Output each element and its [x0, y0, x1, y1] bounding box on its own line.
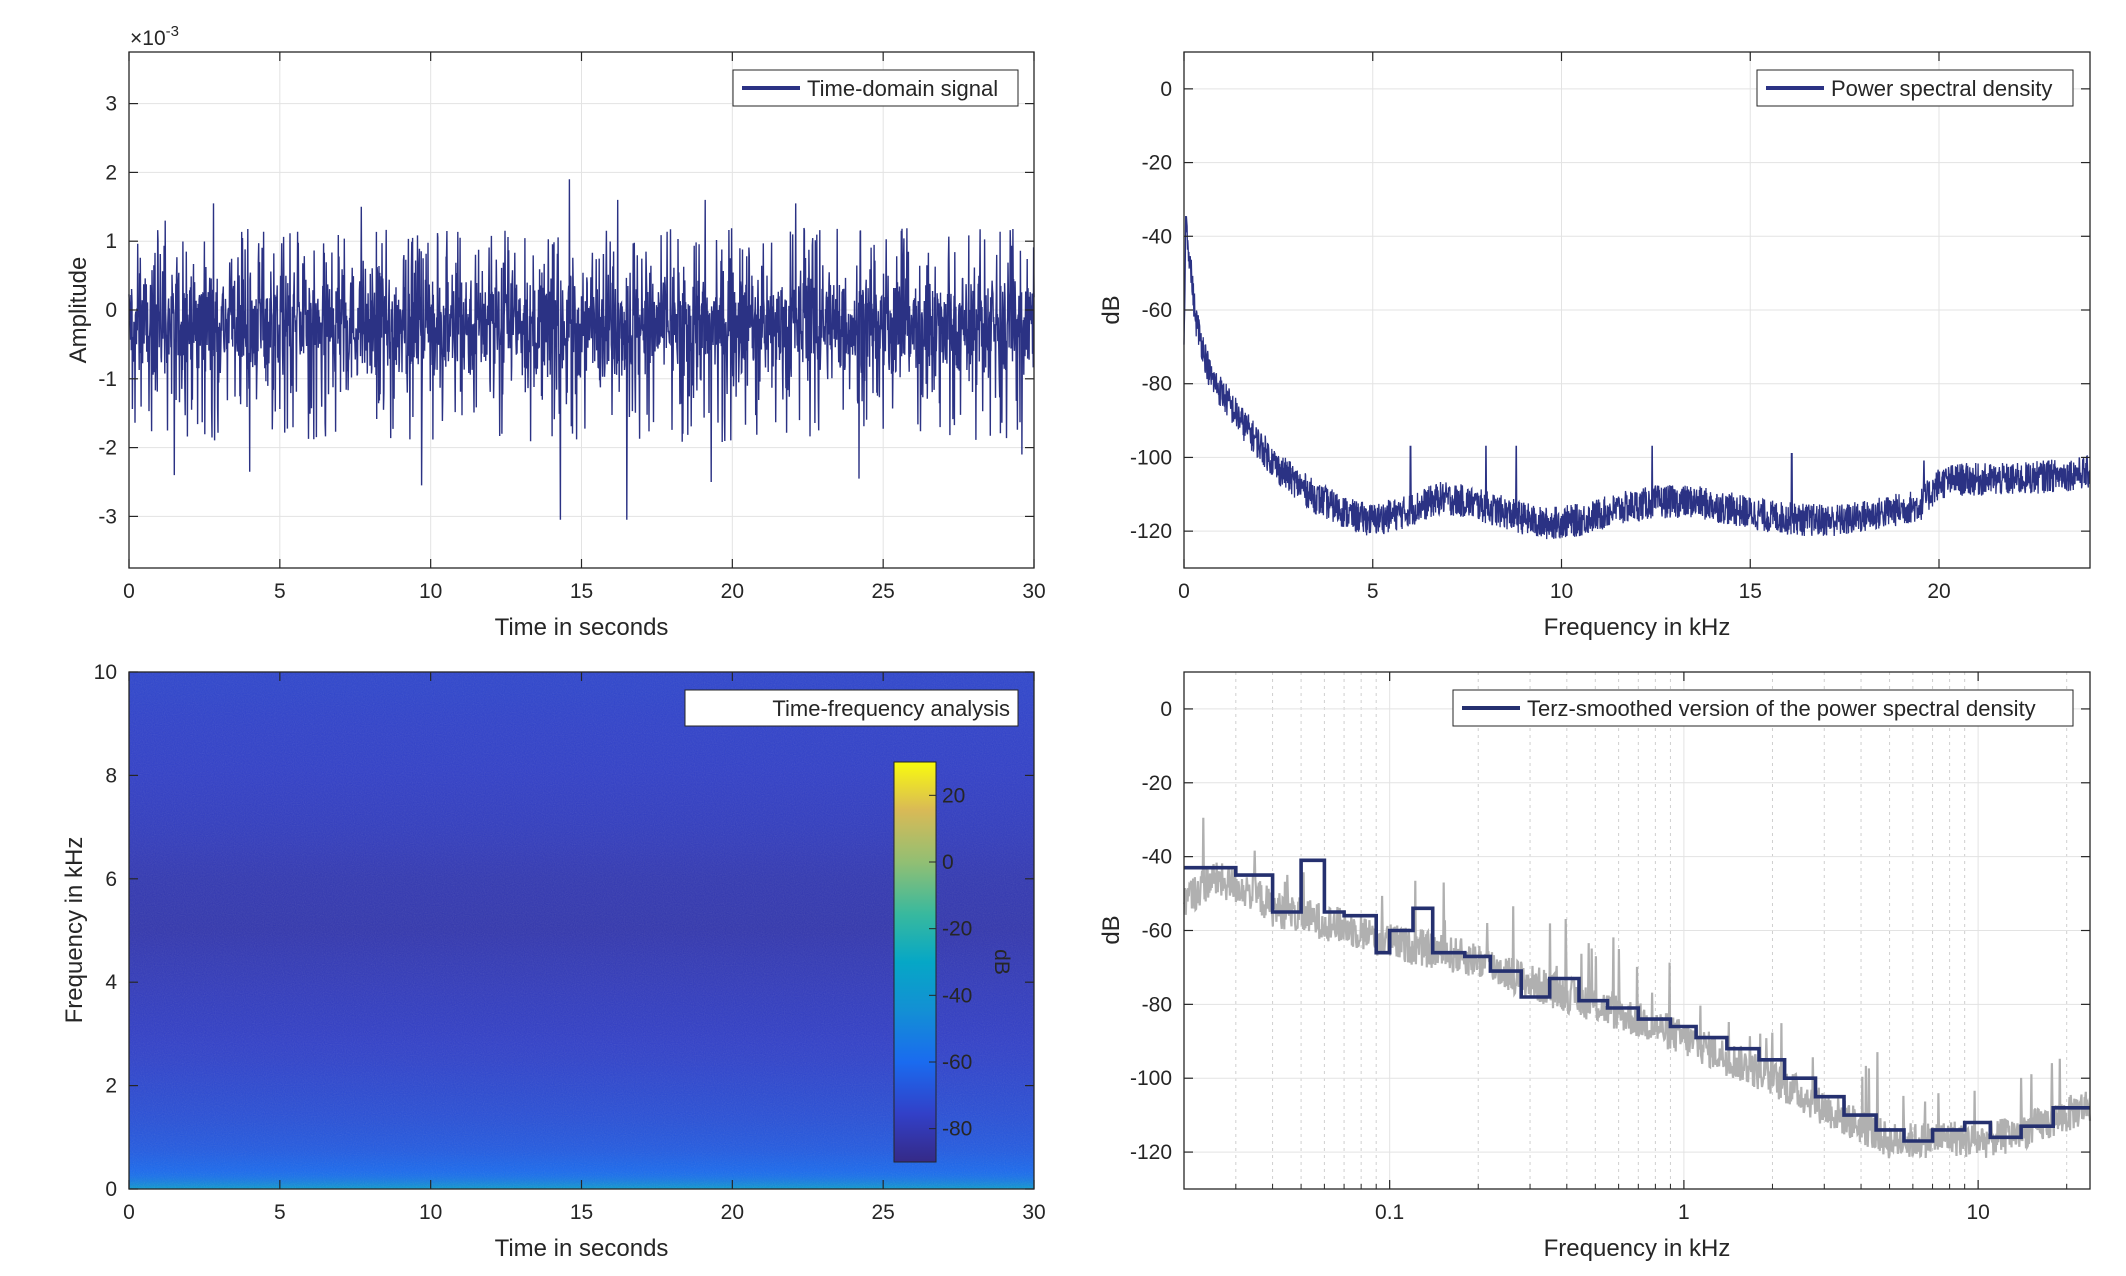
p2-legend: Power spectral density	[1756, 69, 2074, 107]
p1-exponent: ×10-3	[130, 23, 179, 50]
colorbar-gradient	[893, 761, 937, 1163]
p4-legend: Terz-smoothed version of the power spect…	[1452, 689, 2074, 727]
panel-spectrogram: 0 5 10 15 20 25 30 0 2 4 6 8 10 Time in seconds Freq…	[61, 661, 1046, 1262]
p1-ylabel: Amplitude	[65, 257, 92, 364]
colorbar-tick-label: -20	[942, 918, 972, 941]
colorbar-tick-label: 0	[942, 851, 954, 874]
panel-psd: 0 5 10 15 20 0 -20 -40 -60 -80 -100 -120 Frequency …	[1098, 51, 2091, 641]
p2-ytick-label: 0	[1160, 78, 1172, 101]
p4-ytick-label: -60	[1142, 920, 1172, 943]
p4-ticks: 0.1 1 10 0 -20 -40 -60 -80 -100 -120	[1130, 672, 2090, 1224]
p2-xtick-label: 20	[1927, 580, 1950, 603]
p1-ytick-label: 3	[105, 93, 117, 116]
p3-xtick-label: 10	[419, 1201, 442, 1224]
p3-ytick-label: 0	[105, 1178, 117, 1201]
p3-xtick-label: 25	[871, 1201, 894, 1224]
p2-ytick-label: -20	[1142, 152, 1172, 175]
p4-legend-label: Terz-smoothed version of the power spect…	[1527, 696, 2036, 721]
p1-xtick-label: 30	[1022, 580, 1045, 603]
time-domain-signal-line	[128, 179, 1035, 520]
p2-xtick-label: 5	[1367, 580, 1379, 603]
p4-ytick-label: 0	[1160, 698, 1172, 721]
p2-legend-label: Power spectral density	[1831, 76, 2052, 101]
p1-ticks: 0 5 10 15 20 25 30 -3 -2 -1 0 1 2 3	[98, 52, 1046, 603]
p2-ytick-label: -40	[1142, 225, 1172, 248]
p1-xlabel: Time in seconds	[495, 614, 669, 641]
colorbar-tick-label: -80	[942, 1118, 972, 1141]
colorbar: 20 0 -20 -40 -60 -80 dB	[893, 761, 1013, 1163]
p3-ytick-label: 4	[105, 971, 117, 994]
p3-xtick-label: 30	[1022, 1201, 1045, 1224]
colorbar-tick-label: 20	[942, 784, 965, 807]
p1-xtick-label: 15	[570, 580, 593, 603]
p4-ytick-label: -80	[1142, 993, 1172, 1016]
colorbar-label: dB	[990, 949, 1013, 975]
p3-xtick-label: 5	[274, 1201, 286, 1224]
p1-exponent-power: -3	[166, 23, 179, 40]
p4-ytick-label: -120	[1130, 1141, 1172, 1164]
p1-ytick-label: -3	[98, 505, 117, 528]
p1-legend: Time-domain signal	[732, 69, 1019, 107]
p3-ytick-label: 6	[105, 868, 117, 891]
p4-ytick-label: -20	[1142, 772, 1172, 795]
p4-ylabel: dB	[1098, 915, 1125, 944]
p4-xtick-label: 1	[1678, 1201, 1690, 1224]
p2-ytick-label: -100	[1130, 446, 1172, 469]
p1-exponent-base: ×10	[130, 27, 166, 50]
p1-xtick-label: 10	[419, 580, 442, 603]
p1-xtick-label: 5	[274, 580, 286, 603]
p3-xlabel: Time in seconds	[495, 1235, 669, 1262]
p1-ytick-label: 0	[105, 299, 117, 322]
p2-ytick-label: -80	[1142, 373, 1172, 396]
colorbar-ticks: 20 0 -20 -40 -60 -80	[929, 784, 972, 1141]
p4-ytick-label: -100	[1130, 1067, 1172, 1090]
colorbar-tick-label: -60	[942, 1051, 972, 1074]
p3-legend: Time-frequency analysis	[684, 689, 1019, 727]
p2-xtick-label: 15	[1739, 580, 1762, 603]
terz-smoothed-line	[1184, 858, 2090, 1143]
p4-xtick-label: 10	[1966, 1201, 1989, 1224]
p1-xtick-label: 0	[123, 580, 135, 603]
p1-xtick-label: 20	[721, 580, 744, 603]
p1-xtick-label: 25	[871, 580, 894, 603]
p4-grid	[1184, 672, 2090, 1189]
p2-ticks: 0 5 10 15 20 0 -20 -40 -60 -80 -100 -120	[1130, 52, 2090, 603]
spectrogram-grain	[129, 672, 1034, 1189]
p4-xlabel: Frequency in kHz	[1544, 1235, 1731, 1262]
p2-ytick-label: -60	[1142, 299, 1172, 322]
p1-ytick-label: 1	[105, 230, 117, 253]
p1-ytick-label: -1	[98, 368, 117, 391]
p3-ticks: 0 5 10 15 20 25 30 0 2 4 6 8 10	[94, 661, 1046, 1224]
p1-legend-label: Time-domain signal	[807, 76, 998, 101]
psd-line	[1183, 215, 2091, 540]
p3-ytick-label: 2	[105, 1075, 117, 1098]
p3-legend-label: Time-frequency analysis	[772, 696, 1010, 721]
p2-ylabel: dB	[1098, 295, 1125, 324]
p4-ytick-label: -40	[1142, 846, 1172, 869]
p2-xlabel: Frequency in kHz	[1544, 614, 1731, 641]
p3-ylabel: Frequency in kHz	[61, 837, 88, 1024]
colorbar-tick-label: -40	[942, 984, 972, 1007]
panel-terz-smoothed: 0.1 1 10 0 -20 -40 -60 -80 -100 -120 Frequency in…	[1098, 671, 2092, 1262]
p3-ytick-label: 8	[105, 764, 117, 787]
p3-xtick-label: 15	[570, 1201, 593, 1224]
p4-xtick-label: 0.1	[1375, 1201, 1404, 1224]
p3-xtick-label: 0	[123, 1201, 135, 1224]
p2-xtick-label: 0	[1178, 580, 1190, 603]
p3-xtick-label: 20	[721, 1201, 744, 1224]
p2-ytick-label: -120	[1130, 520, 1172, 543]
p3-ytick-label: 10	[94, 661, 117, 684]
p1-ytick-label: 2	[105, 161, 117, 184]
p1-ytick-label: -2	[98, 437, 117, 460]
p2-xtick-label: 10	[1550, 580, 1573, 603]
